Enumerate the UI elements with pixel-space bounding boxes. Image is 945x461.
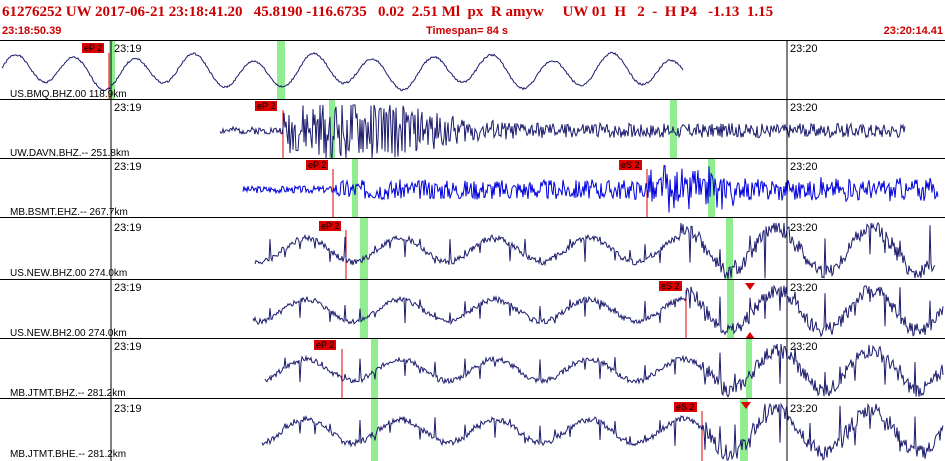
pick-window — [726, 218, 733, 280]
phase-pick-marker[interactable]: eS 2 — [659, 281, 682, 291]
time-mark-label: 23:19 — [114, 161, 142, 173]
event-summary: 61276252 UW 2017-06-21 23:18:41.20 45.81… — [2, 4, 774, 20]
event-header: 61276252 UW 2017-06-21 23:18:41.20 45.81… — [0, 0, 945, 40]
arrow-marker-icon — [745, 283, 755, 290]
time-mark-label: 23:20 — [790, 102, 818, 114]
waveform-trace — [261, 402, 944, 461]
end-time: 23:20:14.41 — [883, 25, 943, 37]
trace-panel[interactable]: 23:19 23:20 eP 2 UW.DAVN.BHZ.-- 251.8km — [0, 99, 945, 159]
time-mark-label: 23:19 — [114, 403, 142, 415]
trace-panel[interactable]: 23:19 23:20 eP 2 US.NEW.BHZ.00 274.0km — [0, 217, 945, 280]
phase-pick-marker[interactable]: eP 2 — [306, 160, 329, 170]
pick-window — [727, 280, 734, 339]
phase-pick-marker[interactable]: eS 2 — [619, 160, 642, 170]
arrow-marker-icon — [741, 402, 751, 409]
time-mark-label: 23:19 — [114, 222, 142, 234]
start-time: 23:18:50.39 — [2, 25, 62, 37]
pick-window — [371, 339, 378, 399]
arrow-marker-icon — [745, 332, 755, 339]
pick-window — [360, 218, 368, 280]
pick-window — [708, 159, 715, 218]
channel-label: MB.JTMT.BHZ.-- 281.2km — [10, 388, 126, 399]
phase-pick-marker[interactable]: eP 2 — [314, 340, 337, 350]
pick-window — [352, 159, 358, 218]
waveform-canvas — [110, 218, 936, 280]
phase-pick-marker[interactable]: eP 2 — [255, 101, 278, 111]
trace-panel[interactable]: 23:19 23:20 eP 2 MB.JTMT.BHZ.-- 281.2km — [0, 338, 945, 399]
phase-pick-marker[interactable]: eS 2 — [674, 402, 697, 412]
time-mark-label: 23:19 — [114, 341, 142, 353]
pick-window — [371, 399, 378, 461]
time-mark-label: 23:19 — [114, 43, 142, 55]
waveform-trace — [219, 104, 906, 159]
time-mark-label: 23:20 — [790, 43, 818, 55]
phase-pick-marker[interactable]: eP 2 — [319, 221, 342, 231]
time-mark-label: 23:20 — [790, 161, 818, 173]
pick-window — [329, 100, 335, 159]
channel-label: UW.DAVN.BHZ.-- 251.8km — [10, 148, 130, 159]
waveform-trace — [264, 343, 944, 398]
pick-window — [109, 41, 115, 100]
waveform-canvas — [110, 339, 944, 399]
pick-window — [746, 339, 752, 399]
trace-panel[interactable]: 23:19 23:20 eS 2 MB.JTMT.BHE.-- 281.2km — [0, 398, 945, 461]
waveform-canvas — [110, 159, 939, 218]
time-mark-label: 23:20 — [790, 341, 818, 353]
waveform-trace — [254, 222, 936, 280]
phase-pick-marker[interactable]: eP 2 — [82, 43, 105, 53]
trace-panel[interactable]: 23:19 23:20 eP 2 eS 2 MB.BSMT.EHZ.-- 267… — [0, 158, 945, 218]
channel-label: MB.JTMT.BHE.-- 281.2km — [10, 449, 127, 460]
waveform-trace — [1, 51, 684, 92]
trace-panel[interactable]: 23:19 23:20 eP 2 US.BMQ.BHZ.00 118.9km — [0, 40, 945, 100]
pick-window — [740, 399, 748, 461]
waveform-canvas — [110, 100, 906, 159]
waveform-trace — [242, 165, 939, 213]
channel-label: US.BMQ.BHZ.00 118.9km — [10, 89, 127, 100]
time-mark-label: 23:20 — [790, 403, 818, 415]
trace-panel[interactable]: 23:19 23:20 eS 2 US.NEW.BH2.00 274.0km — [0, 279, 945, 339]
waveform-canvas — [1, 41, 788, 100]
time-mark-label: 23:20 — [790, 282, 818, 294]
channel-label: US.NEW.BH2.00 274.0km — [10, 328, 127, 339]
waveform-canvas — [110, 280, 944, 339]
time-mark-label: 23:20 — [790, 222, 818, 234]
pick-window — [277, 41, 285, 100]
channel-label: US.NEW.BHZ.00 274.0km — [10, 268, 128, 279]
time-mark-label: 23:19 — [114, 102, 142, 114]
timespan: Timespan= 84 s — [426, 25, 509, 37]
waveform-canvas — [110, 399, 944, 461]
waveform-trace — [252, 284, 944, 338]
pick-window — [360, 280, 368, 339]
time-mark-label: 23:19 — [114, 282, 142, 294]
channel-label: MB.BSMT.EHZ.-- 267.7km — [10, 207, 128, 218]
